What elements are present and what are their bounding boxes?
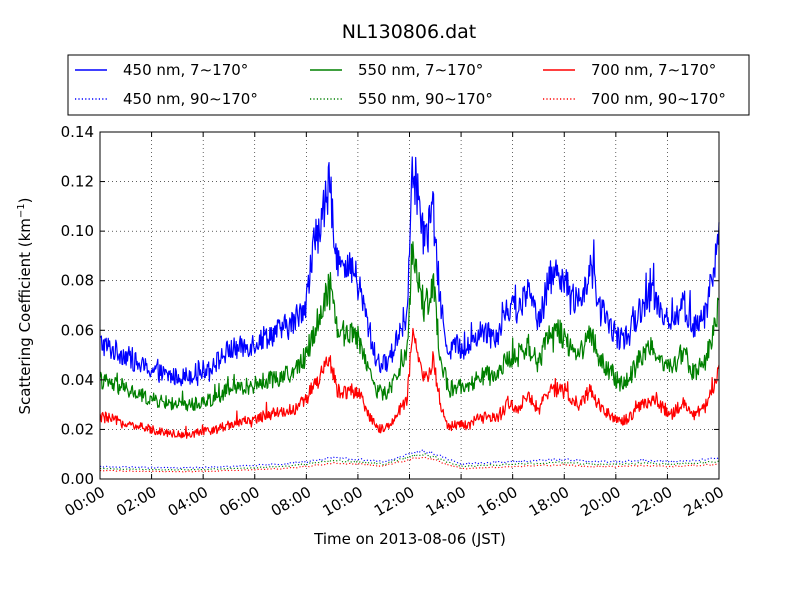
legend: 450 nm, 7∼170° 550 nm, 7∼170° 700 nm, 7∼17… bbox=[67, 54, 750, 116]
legend-frame bbox=[67, 54, 750, 116]
series-layer bbox=[99, 156, 720, 473]
series-line bbox=[99, 448, 720, 469]
legend-items: 450 nm, 7∼170° 550 nm, 7∼170° 700 nm, 7∼17… bbox=[75, 61, 726, 108]
legend-entry-label: 700 nm, 7∼170° bbox=[591, 61, 716, 79]
y-tick-label: 0.06 bbox=[61, 321, 94, 339]
series-line bbox=[99, 327, 720, 439]
y-tick-label: 0.10 bbox=[61, 222, 94, 240]
y-tick-label: 0.14 bbox=[61, 123, 94, 141]
y-tick-label: 0.02 bbox=[61, 420, 94, 438]
legend-entry-label: 550 nm, 90∼170° bbox=[358, 90, 493, 108]
legend-entry-label: 550 nm, 7∼170° bbox=[358, 61, 483, 79]
y-axis-label-end: ) bbox=[16, 197, 34, 203]
legend-entry-label: 450 nm, 7∼170° bbox=[123, 61, 248, 79]
series-line bbox=[99, 241, 720, 412]
legend-entry-label: 700 nm, 90∼170° bbox=[591, 90, 726, 108]
y-tick-label: 0.00 bbox=[61, 470, 94, 488]
y-tick-label: 0.08 bbox=[61, 272, 94, 290]
y-tick-label: 0.12 bbox=[61, 173, 94, 191]
chart-title: NL130806.dat bbox=[342, 21, 477, 43]
x-axis-label: Time on 2013-08-06 (JST) bbox=[313, 530, 506, 548]
series-line bbox=[99, 156, 720, 387]
series-line bbox=[99, 456, 720, 473]
y-axis-label-main: Scattering Coefficient (km bbox=[16, 218, 34, 414]
legend-entry-label: 450 nm, 90∼170° bbox=[123, 90, 258, 108]
y-axis-label-superscript: −1 bbox=[16, 203, 27, 218]
y-axis-label: Scattering Coefficient (km−1) bbox=[16, 197, 34, 414]
y-tick-label: 0.04 bbox=[61, 371, 94, 389]
